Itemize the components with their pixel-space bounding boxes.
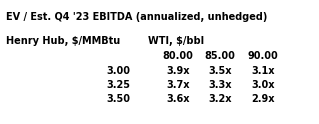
Text: 3.3x: 3.3x xyxy=(208,80,232,90)
Text: 3.9x: 3.9x xyxy=(166,66,190,76)
Text: 85.00: 85.00 xyxy=(204,51,235,61)
Text: 80.00: 80.00 xyxy=(163,51,193,61)
Text: 3.7x: 3.7x xyxy=(166,80,190,90)
Text: EV / Est. Q4 '23 EBITDA (annualized, unhedged): EV / Est. Q4 '23 EBITDA (annualized, unh… xyxy=(6,12,267,22)
Text: 3.5x: 3.5x xyxy=(208,66,232,76)
Text: Henry Hub, $/MMBtu: Henry Hub, $/MMBtu xyxy=(6,36,120,46)
Text: 3.0x: 3.0x xyxy=(251,80,275,90)
Text: 90.00: 90.00 xyxy=(248,51,278,61)
Text: 2.9x: 2.9x xyxy=(251,94,275,104)
Text: 3.25: 3.25 xyxy=(106,80,130,90)
Text: WTI, $/bbl: WTI, $/bbl xyxy=(148,36,204,46)
Text: 3.00: 3.00 xyxy=(106,66,130,76)
Text: 3.1x: 3.1x xyxy=(251,66,275,76)
Text: 3.2x: 3.2x xyxy=(208,94,232,104)
Text: 3.6x: 3.6x xyxy=(166,94,190,104)
Text: 3.50: 3.50 xyxy=(106,94,130,104)
